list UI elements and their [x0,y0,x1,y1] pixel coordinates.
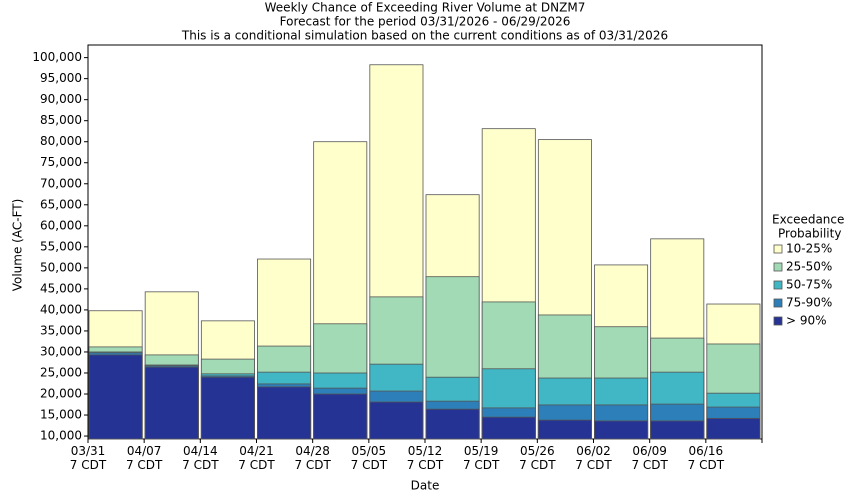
y-tick-label: 10,000 [40,429,82,443]
bar [313,393,368,440]
y-tick-label: 70,000 [40,176,82,190]
x-tick-label: 05/26 7 CDT [519,444,556,472]
x-tick-label: 04/07 7 CDT [126,444,163,472]
legend-swatch [773,280,783,290]
x-axis-label: Date [411,479,440,493]
y-axis-label: Volume (AC-FT) [11,199,25,292]
legend-label: 25-50% [786,260,832,274]
y-tick-label: 75,000 [40,155,82,169]
y-tick-label: 85,000 [40,113,82,127]
x-tick-label: 03/31 7 CDT [70,444,107,472]
legend-label: 10-25% [786,242,832,256]
legend-label: > 90% [786,314,827,328]
y-tick-label: 60,000 [40,218,82,232]
y-tick-label: 90,000 [40,92,82,106]
x-tick-label: 05/05 7 CDT [351,444,388,472]
y-tick-label: 55,000 [40,239,82,253]
bar [200,376,255,440]
x-tick-label: 04/21 7 CDT [238,444,275,472]
y-tick-label: 50,000 [40,260,82,274]
bar [425,408,480,440]
legend-title: Probability [778,227,841,241]
legend-swatch [773,244,783,254]
x-tick-label: 06/02 7 CDT [575,444,612,472]
y-tick-label: 15,000 [40,408,82,422]
bar [650,420,705,440]
y-tick-label: 45,000 [40,281,82,295]
bar [537,419,592,440]
bar [144,366,199,440]
y-tick-label: 65,000 [40,197,82,211]
legend-title: Exceedance [772,213,844,227]
y-tick-label: 95,000 [40,71,82,85]
bar [88,354,143,440]
chart-subtitle: Forecast for the period 03/31/2026 - 06/… [280,15,571,29]
y-tick-label: 100,000 [32,50,82,64]
x-tick-label: 05/12 7 CDT [407,444,444,472]
y-tick-label: 25,000 [40,365,82,379]
chart-subtitle: This is a conditional simulation based o… [181,29,668,43]
y-tick-label: 30,000 [40,344,82,358]
y-tick-label: 35,000 [40,323,82,337]
x-tick-label: 04/14 7 CDT [182,444,219,472]
bar [594,420,649,440]
y-tick-label: 40,000 [40,302,82,316]
plot-area [87,44,763,440]
x-tick-label: 06/16 7 CDT [688,444,725,472]
chart-title: Weekly Chance of Exceeding River Volume … [265,1,586,15]
bar [257,386,312,440]
bar [369,401,424,440]
y-tick-label: 80,000 [40,134,82,148]
x-tick-label: 05/19 7 CDT [463,444,500,472]
x-tick-label: 04/28 7 CDT [294,444,331,472]
y-tick-label: 20,000 [40,387,82,401]
legend-swatch [773,262,783,272]
x-tick-label: 06/09 7 CDT [631,444,668,472]
bar [706,417,761,440]
legend-swatch [773,316,783,326]
legend-label: 75-90% [786,296,832,310]
legend-swatch [773,298,783,308]
bar [481,416,536,440]
legend-label: 50-75% [786,278,832,292]
